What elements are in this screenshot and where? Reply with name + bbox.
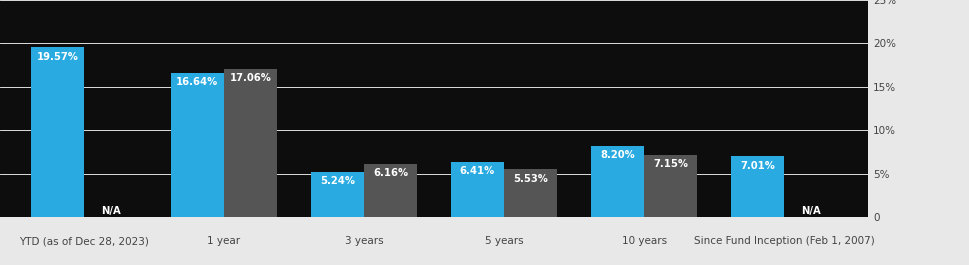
Text: 7.15%: 7.15% — [652, 160, 688, 170]
Text: 19.57%: 19.57% — [37, 52, 78, 61]
Text: 1 year: 1 year — [207, 236, 240, 246]
Bar — [363, 164, 417, 217]
Bar — [310, 172, 363, 217]
Text: 7.01%: 7.01% — [739, 161, 774, 171]
Text: N/A: N/A — [101, 206, 120, 216]
Text: 6.41%: 6.41% — [459, 166, 494, 176]
Text: 3 years: 3 years — [344, 236, 383, 246]
Text: 16.64%: 16.64% — [176, 77, 218, 87]
Text: YTD (as of Dec 28, 2023): YTD (as of Dec 28, 2023) — [19, 236, 149, 246]
Bar — [731, 156, 783, 217]
Text: Since Fund Inception (Feb 1, 2007): Since Fund Inception (Feb 1, 2007) — [693, 236, 874, 246]
Text: 17.06%: 17.06% — [230, 73, 271, 83]
Bar — [31, 47, 84, 217]
Bar — [643, 155, 697, 217]
Bar — [504, 169, 557, 217]
Text: 5.53%: 5.53% — [513, 174, 547, 184]
Bar — [451, 162, 504, 217]
Text: 10 years: 10 years — [621, 236, 666, 246]
Bar — [224, 69, 277, 217]
Text: N/A: N/A — [800, 206, 820, 216]
Bar — [590, 146, 643, 217]
Text: 8.20%: 8.20% — [600, 150, 635, 160]
Text: 5.24%: 5.24% — [320, 176, 355, 186]
Bar — [171, 73, 224, 217]
Text: 5 years: 5 years — [484, 236, 523, 246]
Text: 6.16%: 6.16% — [373, 168, 408, 178]
